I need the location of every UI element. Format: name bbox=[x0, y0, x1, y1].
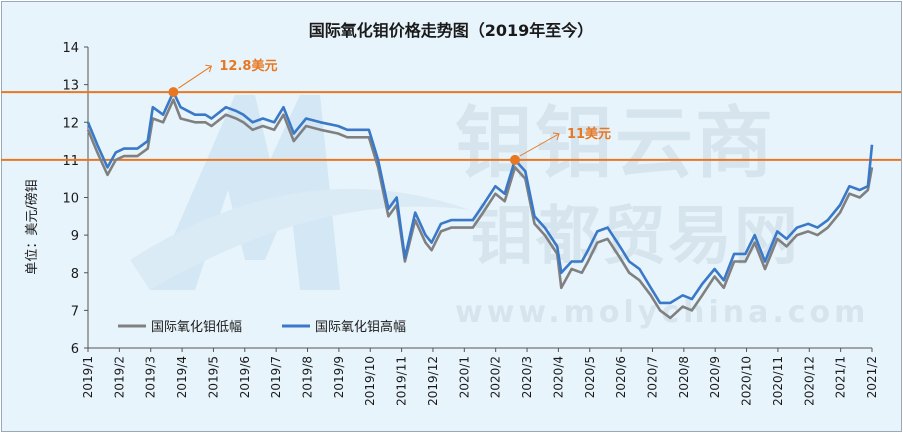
x-tick-label: 2019/1 bbox=[81, 356, 95, 398]
annotation-arrow bbox=[178, 65, 212, 89]
y-tick-label: 11 bbox=[62, 154, 79, 169]
annotations: 12.8美元 11美元 bbox=[168, 58, 611, 165]
reference-lines bbox=[1, 91, 901, 161]
x-tick-label: 2019/2 bbox=[112, 356, 126, 398]
x-tick-label: 2019/7 bbox=[269, 356, 283, 398]
x-tick-label: 2019/8 bbox=[301, 356, 315, 398]
x-tick-label: 2019/3 bbox=[144, 356, 158, 398]
x-tick-label: 2020/8 bbox=[677, 356, 691, 398]
x-tick-label: 2020/7 bbox=[645, 356, 659, 398]
annotation-arrowhead bbox=[552, 132, 560, 141]
x-tick-label: 2019/12 bbox=[426, 356, 440, 406]
x-tick-label: 2020/4 bbox=[551, 356, 565, 398]
x-tick-label: 2019/4 bbox=[175, 356, 189, 398]
legend-label-high: 国际氧化钼高幅 bbox=[315, 319, 406, 335]
y-tick-label: 12 bbox=[62, 116, 79, 131]
legend-label-low: 国际氧化钼低幅 bbox=[151, 320, 242, 335]
y-tick-label: 13 bbox=[62, 79, 79, 94]
peak-marker bbox=[168, 87, 179, 98]
x-tick-label: 2020/12 bbox=[802, 356, 816, 406]
y-axis-label: 单位：美元/磅钼 bbox=[24, 179, 40, 274]
series-line bbox=[86, 90, 874, 305]
y-tick-label: 14 bbox=[62, 41, 79, 56]
watermark-swoosh bbox=[130, 188, 470, 290]
y-tick-label: 8 bbox=[71, 267, 79, 282]
x-tick-label: 2021/1 bbox=[834, 356, 848, 398]
annotation-arrow bbox=[519, 133, 560, 157]
axes: 6 7 8 9 10 11 12 13 14 2019/1 2019/2 2019/3 2019/4 20… bbox=[62, 41, 879, 406]
x-tick-label: 2019/10 bbox=[363, 356, 377, 406]
x-tick-label: 2020/9 bbox=[708, 356, 722, 398]
watermark-line-2: 钼都贸易网 bbox=[470, 200, 800, 274]
series-line bbox=[86, 98, 874, 320]
y-tick-label: 9 bbox=[71, 229, 79, 244]
chart-title: 国际氧化钼价格走势图（2019年至今） bbox=[309, 21, 594, 40]
x-tick-label: 2019/5 bbox=[206, 356, 220, 398]
annotation-label: 12.8美元 bbox=[219, 58, 277, 74]
peak-marker bbox=[509, 154, 520, 165]
x-tick-label: 2020/11 bbox=[771, 356, 785, 406]
annotation-label: 11美元 bbox=[567, 126, 611, 142]
x-tick-label: 2020/10 bbox=[740, 356, 754, 406]
x-tick-label: 2019/9 bbox=[332, 356, 346, 398]
x-tick-label: 2019/6 bbox=[238, 356, 252, 398]
y-tick-label: 10 bbox=[62, 192, 79, 207]
watermark-line-1: 钼钼云商 bbox=[455, 99, 775, 189]
series-lines bbox=[86, 90, 874, 320]
x-tick-label: 2019/11 bbox=[395, 356, 409, 406]
x-tick-label: 2020/1 bbox=[457, 356, 471, 398]
annotation-arrowhead bbox=[205, 64, 213, 73]
x-tick-label: 2020/2 bbox=[489, 356, 503, 398]
x-tick-label: 2020/3 bbox=[520, 356, 534, 398]
watermark: 钼钼云商 钼都贸易网 www.molychina.com bbox=[130, 95, 865, 330]
x-tick-label: 2020/5 bbox=[583, 356, 597, 398]
x-tick-label: 2021/2 bbox=[865, 356, 879, 398]
y-tick-label: 7 bbox=[71, 304, 79, 319]
x-tick-label: 2020/6 bbox=[614, 356, 628, 398]
legend: 国际氧化钼低幅 国际氧化钼高幅 bbox=[118, 319, 406, 335]
watermark-logo bbox=[150, 95, 340, 290]
y-tick-label: 6 bbox=[71, 342, 79, 357]
